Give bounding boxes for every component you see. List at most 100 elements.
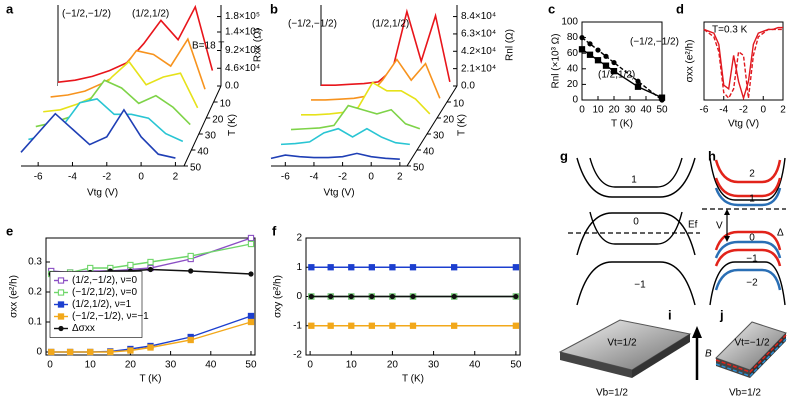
curve [280, 127, 410, 146]
x-tick-label: 10 [85, 360, 97, 371]
plot-frame [45, 237, 256, 356]
x-tick-label: 40 [640, 105, 652, 116]
marker [389, 264, 396, 271]
curve-occluder [321, 11, 450, 87]
marker [87, 348, 94, 356]
x-tick-label: 2 [397, 172, 403, 183]
y-axis-label: σxx (e²/h) [685, 40, 696, 83]
edge-channel [715, 334, 787, 373]
x-tick-label: 20 [387, 360, 399, 371]
marker [368, 264, 375, 271]
z-tick-label: 50 [413, 163, 425, 174]
marker [594, 57, 602, 64]
marker [147, 266, 154, 273]
series-line [703, 26, 783, 101]
x-tick-label: 0 [138, 172, 144, 183]
y-tick-label: 0.0 [461, 81, 475, 92]
x-tick-label: 2 [173, 172, 179, 183]
bottom-gate-label: Vb=1/2 [596, 388, 628, 399]
device-j: j Vt=−1/2 Vb=1/2 [715, 307, 787, 399]
z-axis-label: T (K) [457, 114, 468, 136]
band [709, 157, 786, 201]
z-tick-label: 40 [197, 147, 209, 158]
field-label: B [705, 349, 712, 360]
level-label: 0 [749, 233, 755, 244]
annotation: T=0.3 K [712, 25, 748, 36]
marker [308, 293, 314, 300]
y-tick-label: 20 [567, 79, 579, 90]
band [714, 230, 782, 251]
y-tick-label: 80 [567, 32, 579, 43]
curve-occluder [301, 82, 430, 116]
z-axis-label: T (K) [227, 114, 238, 136]
device-i: i Vt=1/2 Vb=1/2 [558, 307, 692, 399]
marker [611, 59, 617, 66]
x-tick-label: -2 [102, 172, 111, 183]
series-label: (−1/2,−1/2) [630, 37, 679, 48]
arrow-head [692, 326, 702, 338]
marker [248, 271, 254, 277]
marker [57, 289, 65, 296]
legend-label: (−1/2,−1/2), ν=−1 [72, 311, 149, 322]
legend-label: (−1/2,1/2), ν=0 [72, 287, 137, 298]
level-label: 1 [749, 194, 755, 205]
y-tick-label: 6.3×10⁴ [461, 29, 496, 40]
y-tick-label: 100 [561, 17, 578, 28]
y-tick-label: 4.2×10⁴ [461, 46, 496, 57]
annotation: (1/2,1/2) [372, 19, 409, 30]
curve-occluder [281, 128, 410, 146]
y-axis-label: Rxx (Ω) [253, 28, 264, 62]
marker [587, 41, 593, 47]
marker [451, 293, 457, 300]
marker [451, 322, 458, 329]
y-axis-label: σxx (e²/h) [9, 275, 20, 318]
y-tick-label: 1.4×10⁵ [225, 27, 260, 38]
bottom-gate-label: Vb=1/2 [729, 388, 761, 399]
panel-letter: e [6, 223, 13, 238]
slab-side [560, 352, 632, 378]
panel-letter: j [719, 307, 724, 322]
y-tick-label: 2.1×10⁴ [461, 63, 496, 74]
marker [187, 252, 194, 260]
y-tick-label: 0.1 [28, 317, 42, 328]
marker [603, 53, 609, 59]
level-label: −1 [746, 254, 758, 265]
marker [512, 264, 520, 271]
panel-letter: f [272, 223, 277, 238]
curve [270, 152, 400, 160]
z-tick-label: 30 [433, 131, 445, 142]
x-tick-label: -6 [34, 172, 43, 183]
marker [87, 264, 94, 272]
x-tick-label: 50 [245, 360, 257, 371]
marker [57, 301, 65, 308]
curve [290, 104, 421, 131]
x-tick-label: 50 [656, 105, 668, 116]
marker [48, 348, 55, 356]
y-tick-label: 2 [296, 233, 302, 244]
x-axis-label: Vtg (V) [323, 188, 354, 199]
y-tick-label: 1.8×10⁵ [225, 11, 260, 22]
x-tick-label: -2 [739, 105, 748, 116]
band-diagram-g: g 1 0 −1 Ef [560, 148, 700, 306]
band [714, 268, 782, 291]
marker [57, 313, 65, 320]
x-tick-label: 50 [510, 360, 522, 371]
x-tick-label: 0 [760, 105, 766, 116]
y-tick-label: 0.0 [225, 81, 239, 92]
marker [127, 347, 134, 354]
x-tick-label: 30 [165, 360, 177, 371]
legend-label: Δσxx [72, 323, 95, 334]
band [714, 177, 782, 198]
level-label: 0 [633, 217, 639, 228]
marker [247, 312, 255, 320]
series-label: (1/2,1/2) [598, 70, 635, 81]
y-tick-label: 60 [567, 48, 579, 59]
marker [107, 348, 114, 356]
x-axis-label: T (K) [611, 119, 633, 130]
marker [328, 293, 334, 300]
top-gate-label: Vt=1/2 [607, 338, 637, 349]
curve-occluder [271, 153, 400, 160]
band [714, 159, 782, 184]
curve [20, 108, 176, 159]
marker [635, 78, 641, 84]
